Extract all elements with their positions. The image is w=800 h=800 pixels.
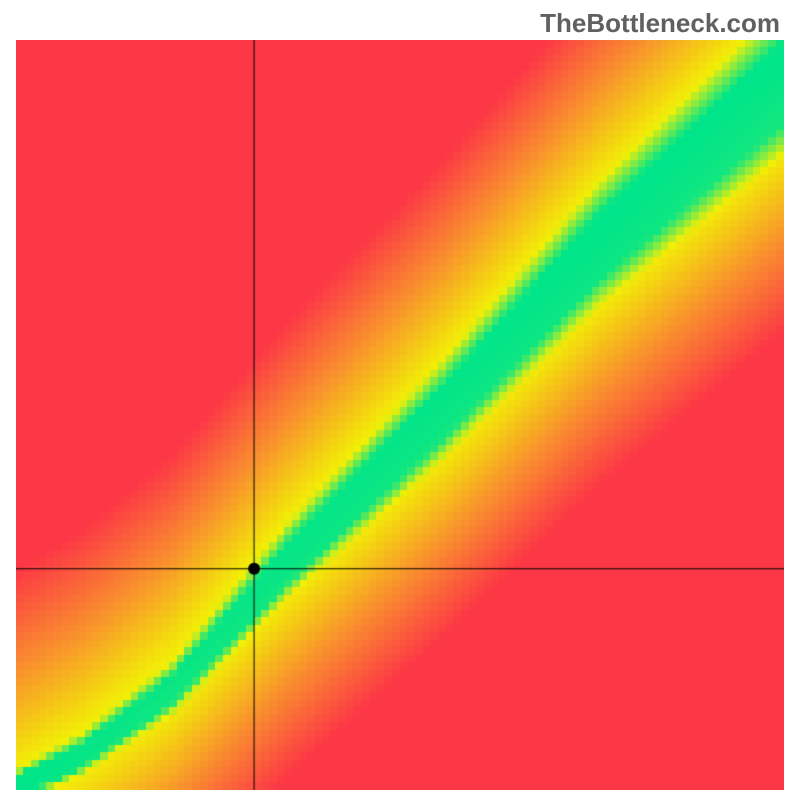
- watermark-text: TheBottleneck.com: [540, 8, 780, 39]
- bottleneck-heatmap: [16, 40, 784, 790]
- chart-container: TheBottleneck.com: [0, 0, 800, 800]
